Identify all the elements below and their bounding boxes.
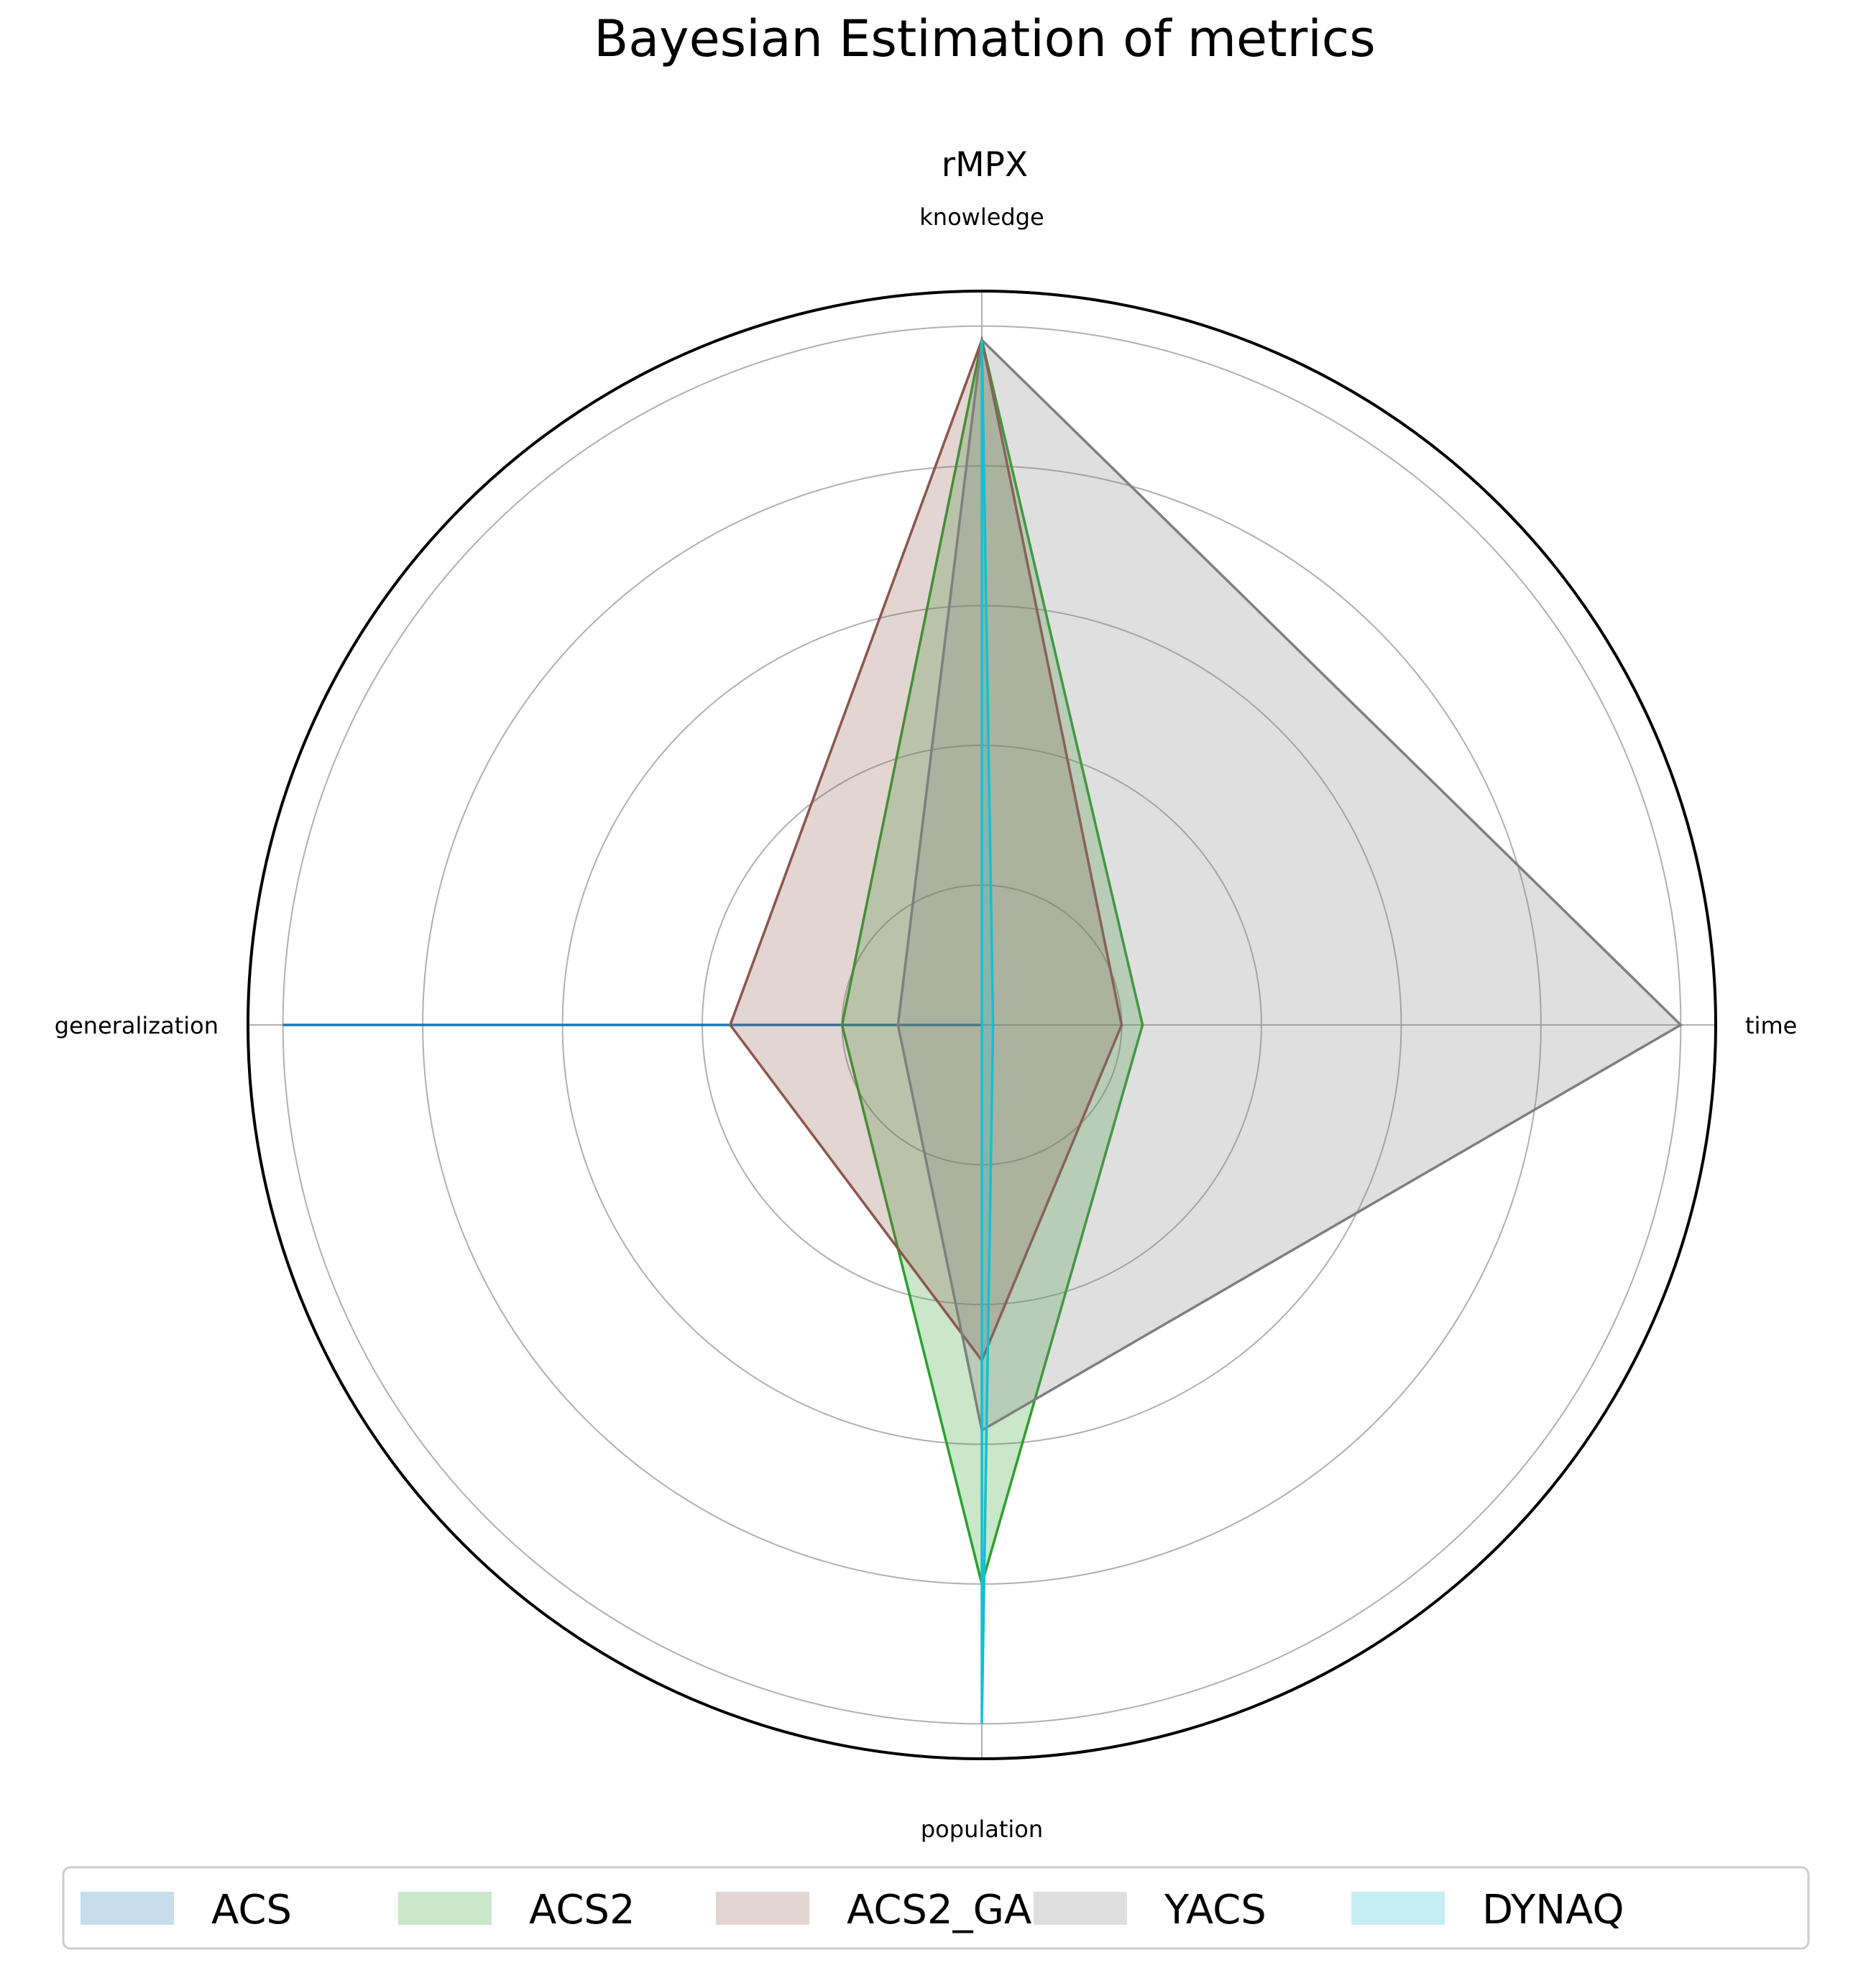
legend-label-dynaq: DYNAQ — [1482, 1887, 1624, 1933]
legend-label-acs2_ga: ACS2_GA — [847, 1887, 1031, 1933]
legend-label-acs2: ACS2 — [529, 1887, 635, 1933]
axis-label-knowledge: knowledge — [919, 203, 1044, 231]
legend-swatch-acs2_ga — [716, 1892, 809, 1925]
series-fill-yacs — [898, 340, 1681, 1431]
axis-label-time: time — [1745, 1012, 1797, 1039]
legend-swatch-dynaq — [1351, 1892, 1445, 1925]
series-fill-acs2_ga — [730, 340, 1122, 1361]
series-fill-dynaq — [982, 340, 993, 1724]
axis-label-generalization: generalization — [55, 1012, 219, 1039]
axis-label-population: population — [921, 1816, 1043, 1843]
legend-swatch-acs2 — [398, 1892, 492, 1925]
series-line-dynaq — [980, 340, 995, 1724]
chart-subtitle: rMPX — [942, 145, 1028, 185]
chart-title: Bayesian Estimation of metrics — [594, 9, 1375, 68]
radar-series — [282, 335, 1683, 1724]
legend-label-yacs: YACS — [1164, 1887, 1266, 1933]
legend-frame — [62, 1866, 1810, 1950]
legend-label-acs: ACS — [211, 1887, 292, 1933]
legend: ACS ACS2 ACS2_GA YACS DYNAQ — [62, 1866, 1810, 1950]
axis-labels: knowledge time population generalization — [55, 203, 1798, 1843]
radar-outer-frame — [247, 290, 1717, 1760]
legend-swatch-yacs — [1034, 1892, 1127, 1925]
legend-swatch-acs — [81, 1892, 174, 1925]
